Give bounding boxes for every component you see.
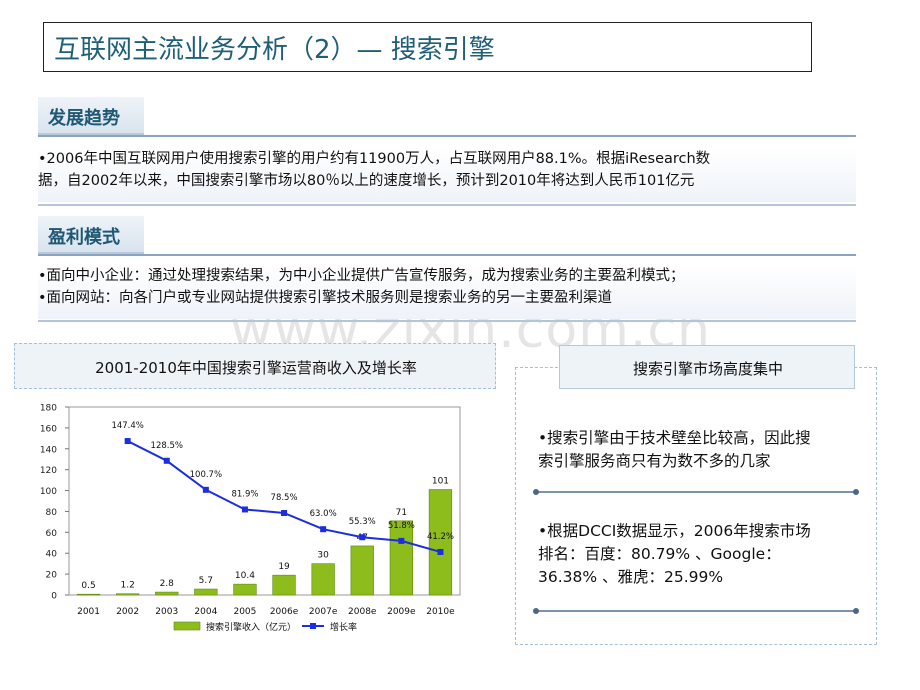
revenue-growth-chart: 0 20 40 60 80 100 120 140 160 180 0.5 1.2 2.8 5.7 10.4…: [40, 404, 461, 633]
y-tick-label: 0: [51, 592, 57, 602]
bar: [155, 591, 179, 596]
right-panel: [515, 367, 877, 645]
bar: [116, 593, 140, 596]
growth-label: 51.8%: [388, 521, 415, 531]
chart-panel: 2001-2010年中国搜索引擎运营商收入及增长率 0 20 40 60 80 100 12…: [14, 343, 496, 643]
section-divider: [38, 135, 856, 137]
legend-bar-swatch: [173, 621, 201, 631]
divider-dot: [853, 608, 859, 614]
growth-point: [281, 510, 288, 517]
bullet-line: •根据DCCI数据显示，2006年搜索市场: [538, 522, 811, 540]
x-tick-label: 2006e: [270, 607, 299, 617]
bar-value-label: 5.7: [199, 576, 213, 586]
divider-dot: [853, 489, 859, 495]
bar-value-label: 1.2: [120, 581, 134, 591]
section-label: 盈利模式: [48, 227, 120, 248]
x-tick-label: 2001: [77, 607, 100, 617]
growth-label: 100.7%: [190, 470, 222, 480]
bullet-line: 索引擎服务商只有为数不多的几家: [538, 452, 771, 470]
growth-point: [202, 486, 209, 493]
section-label: 发展趋势: [48, 108, 120, 129]
divider-dot: [533, 608, 539, 614]
bar-value-label: 71: [396, 508, 407, 518]
y-tick-label: 160: [40, 424, 57, 434]
legend-bar-label: 搜索引擎收入（亿元）: [206, 621, 296, 633]
x-tick-label: 2004: [194, 607, 217, 617]
divider-dot: [533, 489, 539, 495]
bar: [311, 563, 335, 596]
bar: [76, 593, 101, 596]
bullet-line: 36.38% 、雅虎：25.99%: [538, 568, 724, 586]
y-tick-label: 120: [40, 466, 57, 476]
body-line: •2006年中国互联网用户使用搜索引擎的用户约有11900万人，占互联网用户88…: [38, 151, 711, 167]
y-tick-label: 60: [46, 529, 58, 539]
growth-point: [241, 506, 248, 513]
section-body-trend: •2006年中国互联网用户使用搜索引擎的用户约有11900万人，占互联网用户88…: [38, 148, 856, 202]
bar-value-label: 101: [432, 477, 449, 487]
x-tick-label: 2009e: [387, 607, 416, 617]
bar-value-label: 19: [278, 562, 290, 572]
chart-panel-header: 2001-2010年中国搜索引擎运营商收入及增长率: [14, 343, 496, 389]
chart-panel-title: 2001-2010年中国搜索引擎运营商收入及增长率: [95, 359, 417, 377]
title-box: 互联网主流业务分析（2）— 搜索引擎: [43, 22, 812, 72]
bullet-market-share: •根据DCCI数据显示，2006年搜索市场 排名：百度：80.79% 、Goog…: [538, 520, 858, 589]
right-panel-title: 搜索引擎市场高度集中: [632, 360, 783, 378]
growth-point: [163, 457, 170, 464]
y-tick-label: 40: [46, 550, 58, 560]
bullet-line: •搜索引擎由于技术壁垒比较高，因此搜: [538, 429, 811, 447]
bar-value-label: 2.8: [160, 579, 175, 589]
growth-label: 41.2%: [427, 532, 454, 542]
bar: [389, 520, 413, 596]
body-line: •面向网站：向各门户或专业网站提供搜索引擎技术服务则是搜索业务的另一主要盈利渠道: [38, 290, 613, 306]
page-title: 互联网主流业务分析（2）— 搜索引擎: [54, 35, 495, 65]
growth-point: [437, 548, 444, 555]
bullet-line: 排名：百度：80.79% 、Google：: [538, 545, 781, 563]
y-tick-label: 20: [46, 571, 58, 581]
section-bottom-line: [38, 320, 856, 322]
y-tick-label: 140: [40, 445, 57, 455]
x-tick-label: 2008e: [348, 607, 377, 617]
growth-label: 55.3%: [349, 517, 376, 527]
section-header-profit: 盈利模式: [38, 216, 144, 254]
growth-label: 147.4%: [111, 421, 143, 431]
x-tick-label: 2003: [155, 607, 178, 617]
right-panel-header: 搜索引擎市场高度集中: [559, 345, 855, 389]
dotted-divider: [533, 489, 859, 495]
bar: [428, 489, 453, 596]
y-tick-label: 180: [40, 404, 57, 414]
bullet-tech-barrier: •搜索引擎由于技术壁垒比较高，因此搜 索引擎服务商只有为数不多的几家: [538, 427, 858, 473]
growth-point: [320, 526, 327, 533]
y-tick-label: 80: [46, 508, 58, 518]
dotted-divider: [533, 608, 859, 614]
x-tick-label: 2010e: [426, 607, 455, 617]
y-tick-label: 100: [40, 487, 57, 497]
bar-value-label: 30: [317, 551, 329, 561]
section-header-trend: 发展趋势: [38, 97, 144, 135]
growth-label: 128.5%: [151, 441, 183, 451]
growth-label: 63.0%: [310, 509, 337, 519]
growth-point: [359, 534, 366, 541]
bar: [194, 588, 218, 596]
x-tick-label: 2002: [116, 607, 139, 617]
legend-line-label: 增长率: [330, 621, 357, 633]
legend-line-marker: [310, 623, 316, 629]
growth-point: [124, 438, 131, 445]
growth-label: 81.9%: [231, 489, 258, 499]
body-line: •面向中小企业：通过处理搜索结果，为中小企业提供广告宣传服务，成为搜索业务的主要…: [38, 268, 685, 284]
section-divider: [38, 254, 856, 256]
x-tick-label: 2007e: [309, 607, 338, 617]
section-bottom-line: [38, 204, 856, 206]
growth-label: 78.5%: [271, 493, 298, 503]
bar: [233, 583, 257, 596]
bar: [272, 574, 296, 596]
section-body-profit: •面向中小企业：通过处理搜索结果，为中小企业提供广告宣传服务，成为搜索业务的主要…: [38, 265, 856, 319]
chart-container: 0 20 40 60 80 100 120 140 160 180 0.5 1.2 2.8 5.7 10.4…: [24, 393, 472, 641]
bar-value-label: 10.4: [235, 571, 255, 581]
body-line: 据，自2002年以来，中国搜索引擎市场以80％以上的速度增长，预计到2010年将…: [38, 173, 695, 189]
x-tick-label: 2005: [233, 607, 256, 617]
bar-value-label: 0.5: [81, 581, 95, 591]
bar: [350, 545, 374, 596]
growth-point: [398, 537, 405, 544]
